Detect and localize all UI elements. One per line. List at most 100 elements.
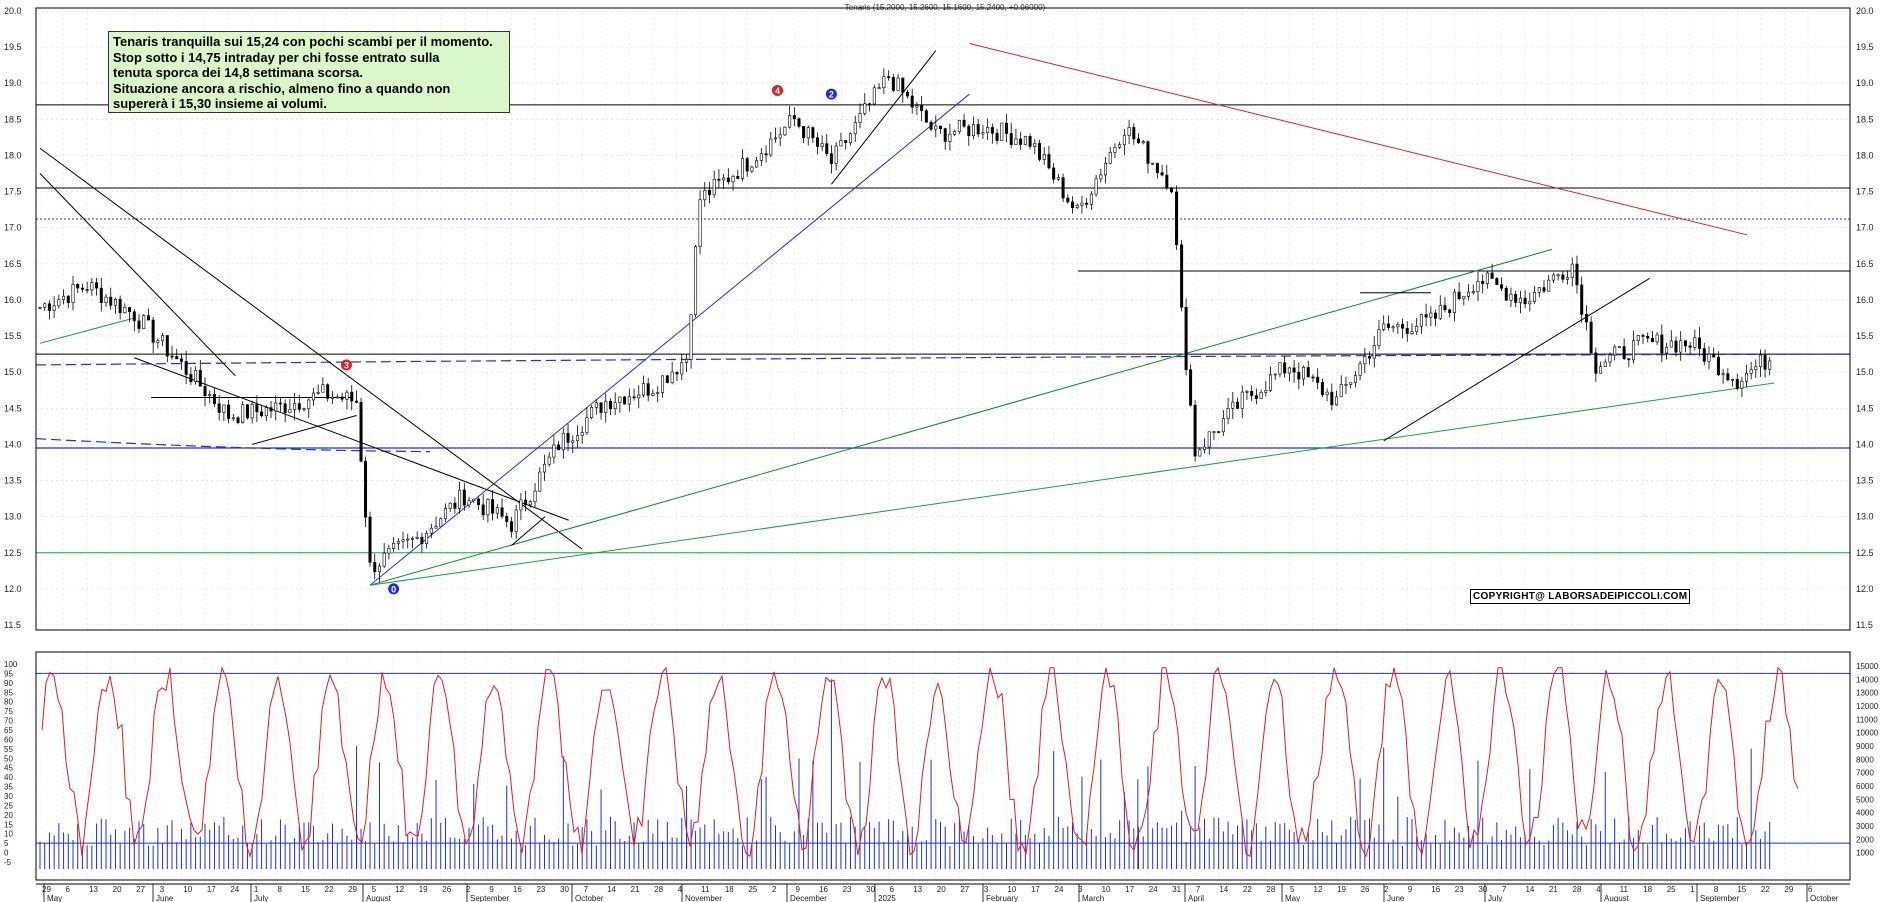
candle-body — [1259, 392, 1263, 399]
wave-marker — [825, 88, 837, 100]
candle-body — [825, 143, 829, 154]
candle-body — [1180, 244, 1184, 308]
candle-body — [604, 400, 608, 413]
candle-body — [1448, 309, 1452, 313]
candle-body — [109, 296, 113, 306]
candle-body — [509, 521, 513, 532]
candle-body — [1066, 197, 1070, 203]
candle-body — [995, 132, 999, 141]
day-tick-label: 13 — [913, 885, 922, 894]
candle-body — [1146, 141, 1150, 164]
candle-body — [179, 358, 183, 362]
candle-body — [476, 498, 480, 506]
candle-body — [547, 456, 551, 465]
candle-body — [981, 132, 985, 135]
candle-body — [891, 76, 895, 91]
candle-body — [1580, 284, 1584, 315]
day-tick-label: 26 — [1361, 885, 1370, 894]
candle-body — [802, 126, 806, 139]
candle-body — [1339, 384, 1343, 398]
candle-body — [1151, 162, 1155, 165]
candle-body — [1754, 366, 1758, 370]
price-tick-label: 15.0 — [4, 367, 22, 377]
candle-body — [651, 393, 655, 396]
candle-body — [839, 140, 843, 147]
candle-body — [156, 340, 160, 343]
candle-body — [1731, 379, 1735, 381]
candle-body — [1283, 362, 1287, 374]
candle-body — [1561, 274, 1565, 280]
candle-body — [1250, 391, 1254, 396]
oscillator-tick-label: 5 — [4, 839, 9, 848]
candle-body — [788, 115, 792, 128]
trend-line — [969, 43, 1748, 236]
wave-markers: 0 3 4 2 — [340, 84, 837, 595]
trend-lines — [39, 43, 1775, 586]
candle-body — [934, 125, 938, 130]
candle-body — [1155, 162, 1159, 173]
candle-body — [1104, 162, 1108, 176]
price-tick-label: 14.0 — [4, 439, 22, 449]
candle-body — [698, 199, 702, 247]
day-tick-label: 2 — [466, 885, 471, 894]
candle-body — [250, 403, 254, 419]
oscillator-line — [41, 666, 1799, 859]
candle-body — [1495, 278, 1499, 285]
trend-line — [830, 50, 937, 185]
candle-body — [797, 118, 801, 127]
candle-body — [561, 433, 565, 451]
candle-body — [844, 140, 848, 144]
candle-body — [1377, 329, 1381, 346]
day-tick-label: 21 — [1549, 885, 1558, 894]
candle-body — [1462, 296, 1466, 300]
volume-tick-label: 7000 — [1856, 769, 1874, 778]
candle-body — [1353, 375, 1357, 384]
day-tick-label: 4 — [678, 885, 683, 894]
price-tick-label: 17.5 — [4, 187, 22, 197]
dashed-average-line — [35, 438, 431, 453]
candle-body — [1330, 391, 1334, 406]
price-tick-label: 14.5 — [1856, 403, 1874, 413]
candle-body — [43, 303, 47, 308]
day-tick-label: 7 — [1502, 885, 1507, 894]
day-tick-label: 3 — [984, 885, 989, 894]
candle-body — [132, 311, 136, 322]
volume-tick-label: 14000 — [1856, 675, 1879, 684]
candle-body — [274, 402, 278, 412]
day-tick-label: 19 — [1337, 885, 1346, 894]
candle-body — [594, 402, 598, 408]
candle-body — [882, 76, 886, 89]
candle-body — [175, 356, 179, 360]
candle-body — [1160, 172, 1164, 176]
day-tick-label: 10 — [1102, 885, 1111, 894]
candle-body — [307, 399, 311, 410]
volume-tick-label: 4000 — [1856, 809, 1874, 818]
day-tick-label: 3 — [160, 885, 165, 894]
lower-panel-frame — [35, 651, 1851, 881]
day-tick-label: 15 — [1737, 885, 1746, 894]
candle-body — [448, 502, 452, 509]
candle-body — [1368, 356, 1372, 359]
candle-body — [1566, 277, 1570, 280]
candle-body — [1443, 305, 1447, 311]
candle-body — [1108, 152, 1112, 164]
candle-body — [755, 160, 759, 168]
day-tick-label: 27 — [960, 885, 969, 894]
candle-body — [245, 404, 249, 419]
candle-body — [1452, 291, 1456, 313]
candle-body — [990, 127, 994, 134]
month-tick-label: July — [1488, 894, 1502, 902]
candle-body — [1726, 373, 1730, 381]
candle-body — [632, 396, 636, 399]
price-tick-label: 13.0 — [1856, 512, 1874, 522]
candle-body — [1005, 122, 1009, 134]
wave-marker-label: 0 — [391, 584, 396, 594]
candle-body — [778, 134, 782, 139]
candle-body — [382, 552, 386, 567]
price-tick-label: 12.5 — [4, 548, 22, 558]
candle-body — [665, 375, 669, 383]
volume-tick-label: 13000 — [1856, 689, 1879, 698]
candle-body — [1683, 340, 1687, 347]
candle-body — [345, 391, 349, 400]
candle-body — [924, 110, 928, 123]
